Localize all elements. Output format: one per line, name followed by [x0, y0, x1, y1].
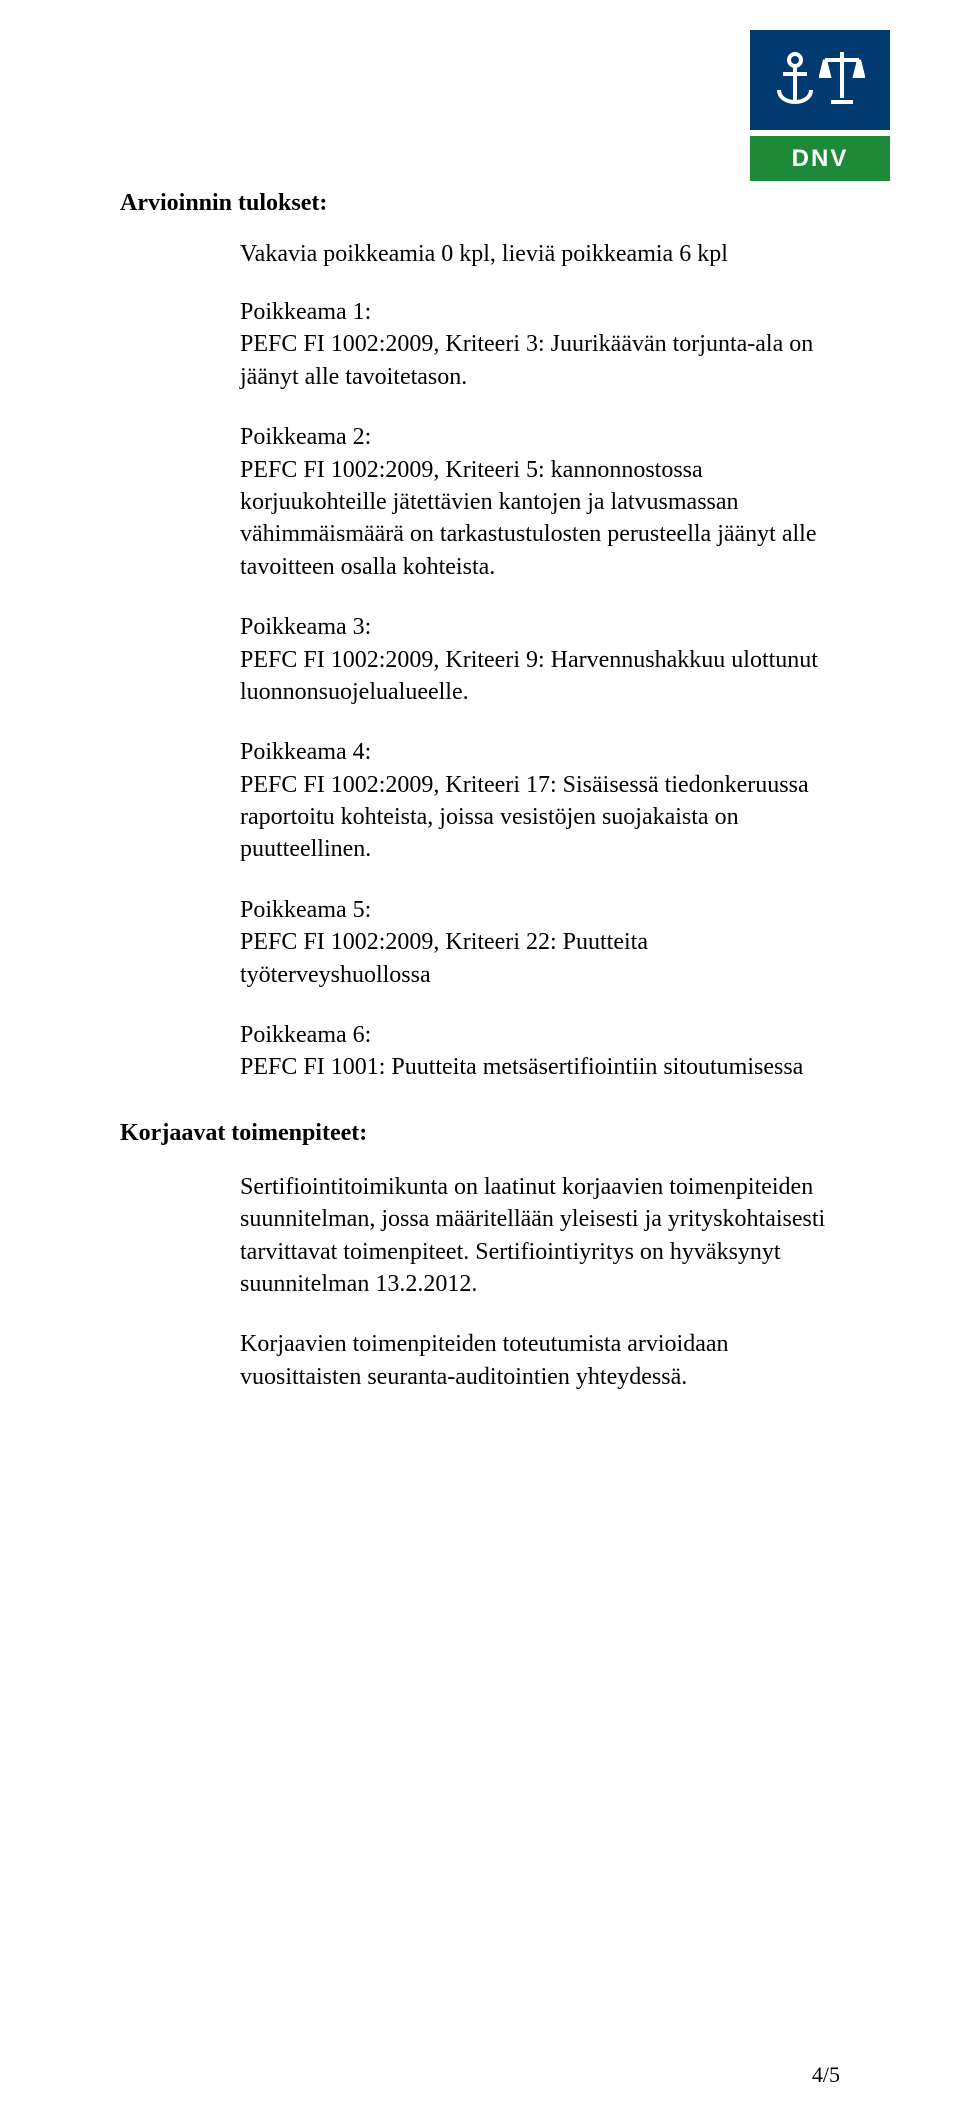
deviation-2: Poikkeama 2: PEFC FI 1002:2009, Kriteeri…: [240, 421, 840, 583]
deviation-body: PEFC FI 1001: Puutteita metsäsertifioint…: [240, 1051, 840, 1083]
deviation-body: PEFC FI 1002:2009, Kriteeri 9: Harvennus…: [240, 644, 840, 709]
deviation-4: Poikkeama 4: PEFC FI 1002:2009, Kriteeri…: [240, 736, 840, 866]
deviation-body: PEFC FI 1002:2009, Kriteeri 17: Sisäises…: [240, 769, 840, 866]
page-number: 4/5: [812, 2062, 840, 2088]
scales-icon: [819, 46, 865, 115]
results-heading: Arvioinnin tulokset:: [120, 190, 840, 217]
brand-logo: DNV: [750, 30, 890, 181]
corrective-heading: Korjaavat toimenpiteet:: [120, 1120, 840, 1147]
deviation-label: Poikkeama 5:: [240, 894, 840, 926]
document-content: Arvioinnin tulokset: Vakavia poikkeamia …: [120, 190, 840, 1393]
anchor-icon: [775, 50, 811, 110]
deviation-label: Poikkeama 1:: [240, 296, 840, 328]
deviation-label: Poikkeama 6:: [240, 1019, 840, 1051]
deviation-label: Poikkeama 3:: [240, 611, 840, 643]
deviation-6: Poikkeama 6: PEFC FI 1001: Puutteita met…: [240, 1019, 840, 1084]
deviation-1: Poikkeama 1: PEFC FI 1002:2009, Kriteeri…: [240, 296, 840, 393]
logo-top-panel: [750, 30, 890, 130]
deviation-3: Poikkeama 3: PEFC FI 1002:2009, Kriteeri…: [240, 611, 840, 708]
corrective-paragraph-1: Sertifiointitoimikunta on laatinut korja…: [240, 1171, 840, 1301]
logo-brand-text: DNV: [750, 136, 890, 181]
corrective-paragraph-2: Korjaavien toimenpiteiden toteutumista a…: [240, 1328, 840, 1393]
deviation-body: PEFC FI 1002:2009, Kriteeri 3: Juurikääv…: [240, 328, 840, 393]
deviation-body: PEFC FI 1002:2009, Kriteeri 5: kannonnos…: [240, 454, 840, 584]
deviation-5: Poikkeama 5: PEFC FI 1002:2009, Kriteeri…: [240, 894, 840, 991]
results-summary: Vakavia poikkeamia 0 kpl, lieviä poikkea…: [240, 241, 840, 268]
corrective-body: Sertifiointitoimikunta on laatinut korja…: [240, 1171, 840, 1393]
deviation-body: PEFC FI 1002:2009, Kriteeri 22: Puutteit…: [240, 926, 840, 991]
deviation-label: Poikkeama 4:: [240, 736, 840, 768]
deviation-label: Poikkeama 2:: [240, 421, 840, 453]
